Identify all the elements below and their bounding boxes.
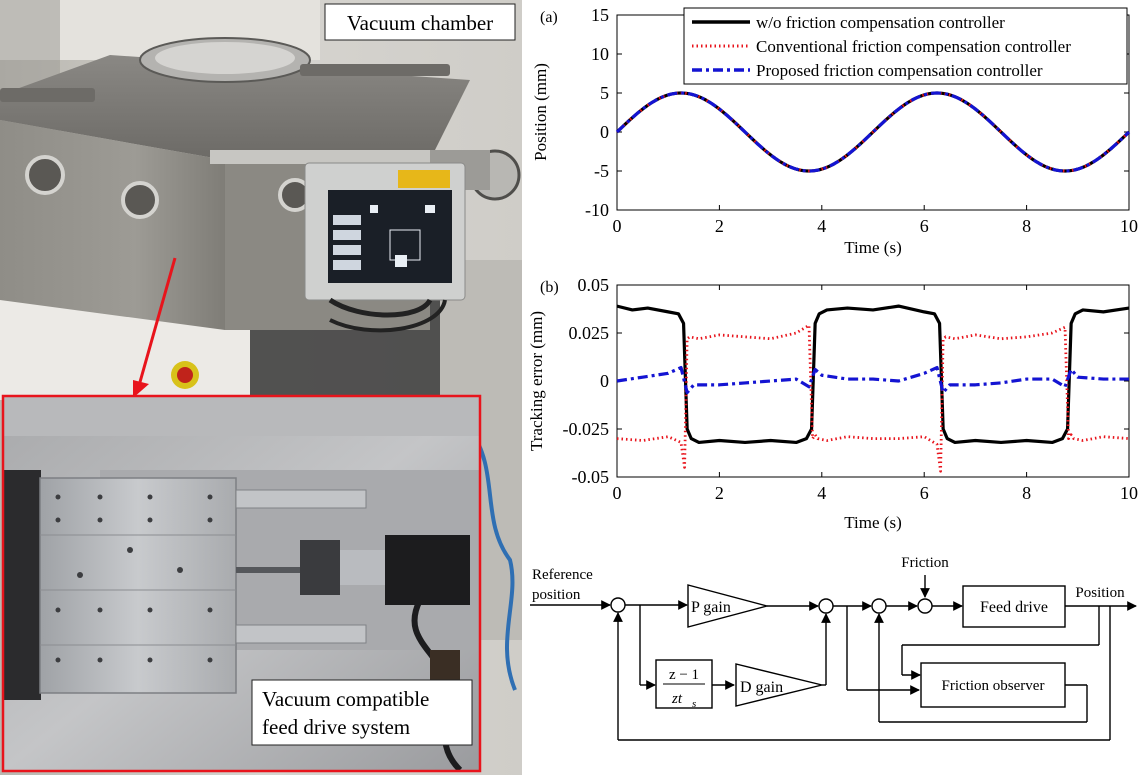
x-tick-label: 4 bbox=[817, 216, 826, 236]
p-gain-block bbox=[687, 584, 770, 628]
chart-a-ylabel: Position (mm) bbox=[531, 63, 550, 161]
legend-label-conventional: Conventional friction compensation contr… bbox=[756, 37, 1071, 56]
chart-b-panel-label: (b) bbox=[540, 279, 559, 296]
legend-box bbox=[683, 7, 1128, 85]
sum-junction-1 bbox=[610, 597, 626, 613]
table-plate bbox=[39, 477, 237, 694]
x-tick-label: 10 bbox=[1120, 483, 1138, 503]
figure-panel: (a) 0 2 4 6 8 10 -10 -5 0 5 10 15 Time (s) Position… bbox=[522, 0, 1146, 775]
series-line-dashdot-chart-0 bbox=[615, 91, 1131, 173]
y-tick-label: 15 bbox=[591, 5, 609, 25]
chamber-label: Vacuum chamber bbox=[347, 11, 493, 35]
friction-label: Friction bbox=[901, 555, 949, 571]
x-tick-label: 0 bbox=[613, 483, 622, 503]
tf-denominator-sub: s bbox=[692, 698, 696, 710]
x-tick-label: 8 bbox=[1022, 216, 1031, 236]
series-line-dotted-chart-0 bbox=[616, 91, 1130, 173]
inset-frame bbox=[1, 394, 482, 773]
d-gain-label: D gain bbox=[740, 679, 783, 696]
reference-label-line2: position bbox=[532, 587, 581, 603]
chart-b-ylabel: Tracking error (mm) bbox=[527, 311, 546, 451]
tf-denominator: zt bbox=[671, 691, 683, 707]
x-tick-label: 2 bbox=[715, 483, 724, 503]
y-tick-label: 0 bbox=[600, 371, 609, 391]
y-tick-label: 0.025 bbox=[569, 323, 610, 343]
x-tick-label: 4 bbox=[817, 483, 826, 503]
friction-observer-label: Friction observer bbox=[942, 678, 1045, 694]
sum-junction-4 bbox=[917, 598, 933, 614]
position-label: Position bbox=[1075, 585, 1125, 601]
x-tick-label: 6 bbox=[920, 483, 929, 503]
d-gain-block bbox=[735, 663, 823, 707]
chamber-label-box bbox=[324, 3, 516, 41]
chart-b-axes-box bbox=[616, 284, 1130, 478]
inset-label-line1: Vacuum compatible bbox=[262, 687, 429, 711]
x-tick-label: 10 bbox=[1120, 216, 1138, 236]
inset-label-box bbox=[251, 679, 473, 746]
control-block-diagram bbox=[530, 575, 1137, 741]
x-tick-label: 2 bbox=[715, 216, 724, 236]
friction-observer-block bbox=[920, 662, 1066, 708]
blue-cable bbox=[468, 428, 517, 691]
viewport-left bbox=[25, 155, 65, 195]
reference-label-line1: Reference bbox=[532, 567, 593, 583]
series-line-solid-chart-1 bbox=[616, 304, 1130, 445]
y-tick-label: -5 bbox=[594, 161, 609, 181]
y-tick-label: 0 bbox=[600, 122, 609, 142]
p-gain-label: P gain bbox=[691, 599, 731, 616]
chart-a-xlabel: Time (s) bbox=[844, 238, 901, 257]
chart-a: (a) 0 2 4 6 8 10 -10 -5 0 5 10 15 Time (s) Position… bbox=[531, 5, 1138, 257]
legend-label-proposed: Proposed friction compensation controlle… bbox=[756, 61, 1043, 80]
chart-b: (b) 0 2 4 6 8 10 -0.05 -0.025 0 0.025 0.05 Time (s… bbox=[527, 275, 1138, 532]
figure-svg: (a) 0 2 4 6 8 10 -10 -5 0 5 10 15 Time (s) Position… bbox=[527, 5, 1138, 741]
legend-label-without: w/o friction compensation controller bbox=[756, 13, 1005, 32]
y-tick-label: -0.05 bbox=[572, 467, 610, 487]
y-tick-label: 5 bbox=[600, 83, 609, 103]
y-tick-label: -0.025 bbox=[563, 419, 610, 439]
viewport-center bbox=[121, 181, 159, 219]
tf-numerator: z − 1 bbox=[669, 667, 699, 683]
inset-photo bbox=[3, 396, 480, 773]
y-tick-label: -10 bbox=[585, 200, 609, 220]
y-tick-label: 0.05 bbox=[578, 275, 610, 295]
sum-junction-3 bbox=[871, 598, 887, 614]
series-line-dashdot-chart-1 bbox=[616, 365, 1129, 395]
chamber-lid bbox=[0, 55, 470, 160]
chart-a-panel-label: (a) bbox=[540, 9, 558, 26]
chart-a-legend: w/o friction compensation controller Con… bbox=[683, 7, 1128, 85]
y-tick-label: 10 bbox=[591, 44, 609, 64]
callout-arrow bbox=[138, 257, 177, 383]
inset-label-line2: feed drive system bbox=[262, 715, 410, 739]
chart-b-xlabel: Time (s) bbox=[844, 513, 901, 532]
sum-junction-2 bbox=[818, 598, 834, 614]
servo-motor bbox=[385, 535, 470, 605]
x-tick-label: 6 bbox=[920, 216, 929, 236]
x-tick-label: 8 bbox=[1022, 483, 1031, 503]
x-tick-label: 0 bbox=[613, 216, 622, 236]
hmi-panel bbox=[304, 162, 466, 301]
setup-photo: Vacuum chamber bbox=[0, 0, 522, 775]
feed-drive-label: Feed drive bbox=[980, 599, 1048, 616]
